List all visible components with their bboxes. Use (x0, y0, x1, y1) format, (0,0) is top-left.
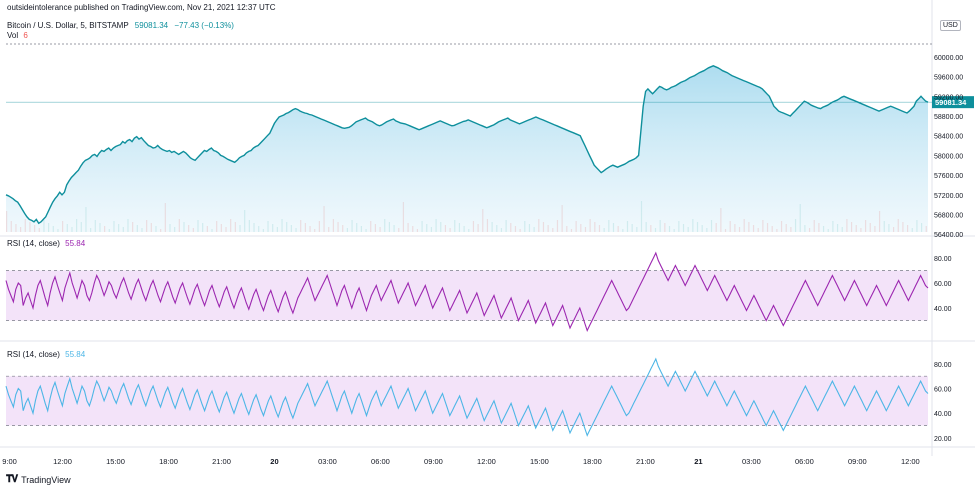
price-axis-tick: 58400.00 (934, 134, 963, 141)
symbol-legend: Bitcoin / U.S. Dollar, 5, BITSTAMP 59081… (7, 21, 234, 31)
price-axis-tick: 56800.00 (934, 212, 963, 219)
price-axis-tick: 59200.00 (934, 94, 963, 101)
rsi-axis-tick: 80.00 (934, 256, 952, 263)
rsi-axis-tick: 20.00 (934, 436, 952, 443)
price-axis-tick: 59600.00 (934, 75, 963, 82)
rsi-1-title: RSI (14, close) (7, 239, 60, 248)
time-axis-tick: 15:00 (106, 457, 125, 466)
time-axis-tick: 9:00 (2, 457, 17, 466)
brand-label: TradingView (21, 474, 71, 485)
time-axis-tick: 12:00 (477, 457, 496, 466)
price-axis-tick: 58000.00 (934, 153, 963, 160)
price-axis-tick: 58800.00 (934, 114, 963, 121)
time-axis-tick: 06:00 (371, 457, 390, 466)
publish-line: outsideintolerance published on TradingV… (7, 3, 276, 12)
time-axis-tick: 21 (694, 457, 702, 466)
axes: 60000.00 59600.00 59200.00 58800.00 58400.00… (2, 55, 963, 466)
price-axis-tick: 57200.00 (934, 193, 963, 200)
time-axis-tick: 09:00 (848, 457, 867, 466)
rsi-legend-2: RSI (14, close) 55.84 (7, 350, 85, 359)
time-axis-tick: 12:00 (901, 457, 920, 466)
rsi-2-value: 55.84 (65, 350, 86, 359)
rsi-line (5, 251, 929, 332)
price-series: 59081.34 (5, 43, 974, 232)
volume-label: Vol (7, 31, 19, 40)
time-axis-tick: 03:00 (318, 457, 337, 466)
tradingview-footer[interactable]: 𝐓𝐕 TradingView (6, 474, 71, 485)
time-axis-tick: 21:00 (212, 457, 231, 466)
last-price-tag (932, 96, 974, 109)
time-axis-tick: 09:00 (424, 457, 443, 466)
rsi-axis-tick: 40.00 (934, 306, 952, 313)
rsi-axis-tick: 80.00 (934, 362, 952, 369)
grid-layer (0, 0, 975, 456)
time-axis-tick: 21:00 (636, 457, 655, 466)
volume-legend: Vol 6 (7, 31, 28, 41)
currency-label: USD (943, 22, 958, 29)
rsi-axis-tick: 40.00 (934, 411, 952, 418)
price-change-value: −77.43 (−0.13%) (174, 21, 234, 30)
rsi-pane-1 (5, 251, 929, 332)
price-line (5, 65, 929, 225)
time-axis-tick: 18:00 (583, 457, 602, 466)
time-axis-tick: 06:00 (795, 457, 814, 466)
time-axis-tick: 15:00 (530, 457, 549, 466)
last-price-tag-label: 59081.34 (935, 98, 967, 107)
time-axis-tick: 20 (270, 457, 278, 466)
time-axis-tick: 03:00 (742, 457, 761, 466)
price-axis-tick: 57600.00 (934, 173, 963, 180)
currency-badge[interactable]: USD (940, 20, 961, 31)
last-price-value: 59081.34 (134, 21, 169, 30)
tradingview-logo-icon: 𝐓𝐕 (6, 474, 18, 485)
price-axis-tick: 56400.00 (934, 232, 963, 239)
rsi-legend-1: RSI (14, close) 55.84 (7, 239, 85, 248)
symbol-title: Bitcoin / U.S. Dollar, 5, BITSTAMP (7, 21, 129, 30)
rsi-line (5, 357, 929, 437)
rsi-1-value: 55.84 (65, 239, 86, 248)
time-axis-tick: 18:00 (159, 457, 178, 466)
rsi-pane-2 (5, 357, 929, 437)
price-axis-tick: 60000.00 (934, 55, 963, 62)
price-area (6, 65, 928, 232)
time-axis-tick: 12:00 (53, 457, 72, 466)
rsi-axis-tick: 60.00 (934, 387, 952, 394)
rsi-2-title: RSI (14, close) (7, 350, 60, 359)
volume-value: 6 (23, 31, 28, 40)
rsi-axis-tick: 60.00 (934, 281, 952, 288)
